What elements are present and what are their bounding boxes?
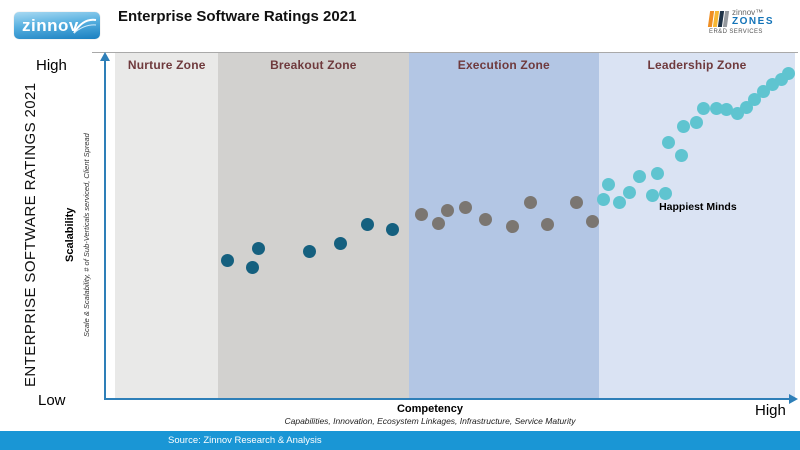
data-point [569, 196, 583, 210]
data-point [645, 189, 659, 203]
data-point [334, 236, 348, 250]
page-title: Enterprise Software Ratings 2021 [118, 8, 357, 25]
source-text: Source: Zinnov Research & Analysis [168, 435, 322, 446]
zinnov-logo: zinnov [14, 12, 100, 39]
data-point [586, 215, 600, 229]
data-point [650, 166, 664, 180]
x-axis-subtitle: Capabilities, Innovation, Ecosystem Link… [284, 416, 576, 426]
data-point [613, 196, 627, 210]
x-axis-arrow-icon [789, 394, 798, 404]
data-point [659, 187, 673, 201]
data-point [505, 220, 519, 234]
breakout-zone-band: Breakout Zone [218, 53, 409, 399]
data-point [523, 196, 537, 210]
nurture-zone-band: Nurture Zone [115, 53, 219, 399]
y-axis-line [104, 60, 106, 399]
zinnov-zones-logo: zinnov™ ZONES ER&D SERVICES [707, 8, 774, 35]
data-point [601, 178, 615, 192]
data-point [782, 67, 796, 81]
data-point [458, 200, 472, 214]
data-point [709, 101, 723, 115]
x-axis-title: Competency [396, 403, 464, 415]
data-point [541, 217, 555, 231]
data-point [697, 102, 711, 116]
zones-logo-brand: zinnov™ [732, 8, 764, 17]
data-point [632, 170, 646, 184]
data-point [414, 207, 428, 221]
breakout-zone-label: Breakout Zone [270, 58, 357, 72]
data-point [661, 136, 675, 150]
data-point [720, 103, 734, 117]
zinnov-logo-text: zinnov [22, 16, 79, 35]
data-point [479, 213, 493, 227]
data-point [622, 185, 636, 199]
data-point [361, 217, 375, 231]
leadership-zone-band: Leadership Zone [599, 53, 795, 399]
source-bar: Source: Zinnov Research & Analysis [0, 431, 800, 450]
data-point [674, 148, 688, 162]
header-divider [92, 52, 798, 53]
x-axis-high-label: High [755, 402, 786, 419]
execution-zone-label: Execution Zone [457, 58, 550, 72]
y-axis-title: Scalability [64, 207, 76, 263]
data-point [596, 192, 610, 206]
x-axis-line [104, 398, 790, 400]
data-point [689, 115, 703, 129]
zones-logo-tagline: ER&D SERVICES [709, 29, 763, 35]
data-point [385, 223, 399, 237]
data-point [220, 254, 234, 268]
data-point [441, 204, 455, 218]
y-axis-subtitle: Scale & Scalability, # of Sub-Verticals … [82, 133, 91, 337]
data-point [747, 93, 761, 107]
y-axis-high-label: High [36, 57, 67, 74]
nurture-zone-label: Nurture Zone [127, 58, 206, 72]
data-point [252, 241, 266, 255]
leadership-zone-label: Leadership Zone [647, 58, 747, 72]
data-point [431, 216, 445, 230]
happiest-minds-annotation: Happiest Minds [659, 201, 737, 214]
data-point [677, 120, 691, 134]
chart-vertical-title: ENTERPRISE SOFTWARE RATINGS 2021 [22, 82, 39, 388]
data-point [246, 260, 260, 274]
y-axis-low-label: Low [38, 392, 66, 409]
y-axis-arrow-icon [100, 52, 110, 61]
zones-logo-name: ZONES [732, 16, 774, 27]
zinnov-logo-swoosh-icon [73, 18, 97, 34]
data-point [302, 245, 316, 259]
